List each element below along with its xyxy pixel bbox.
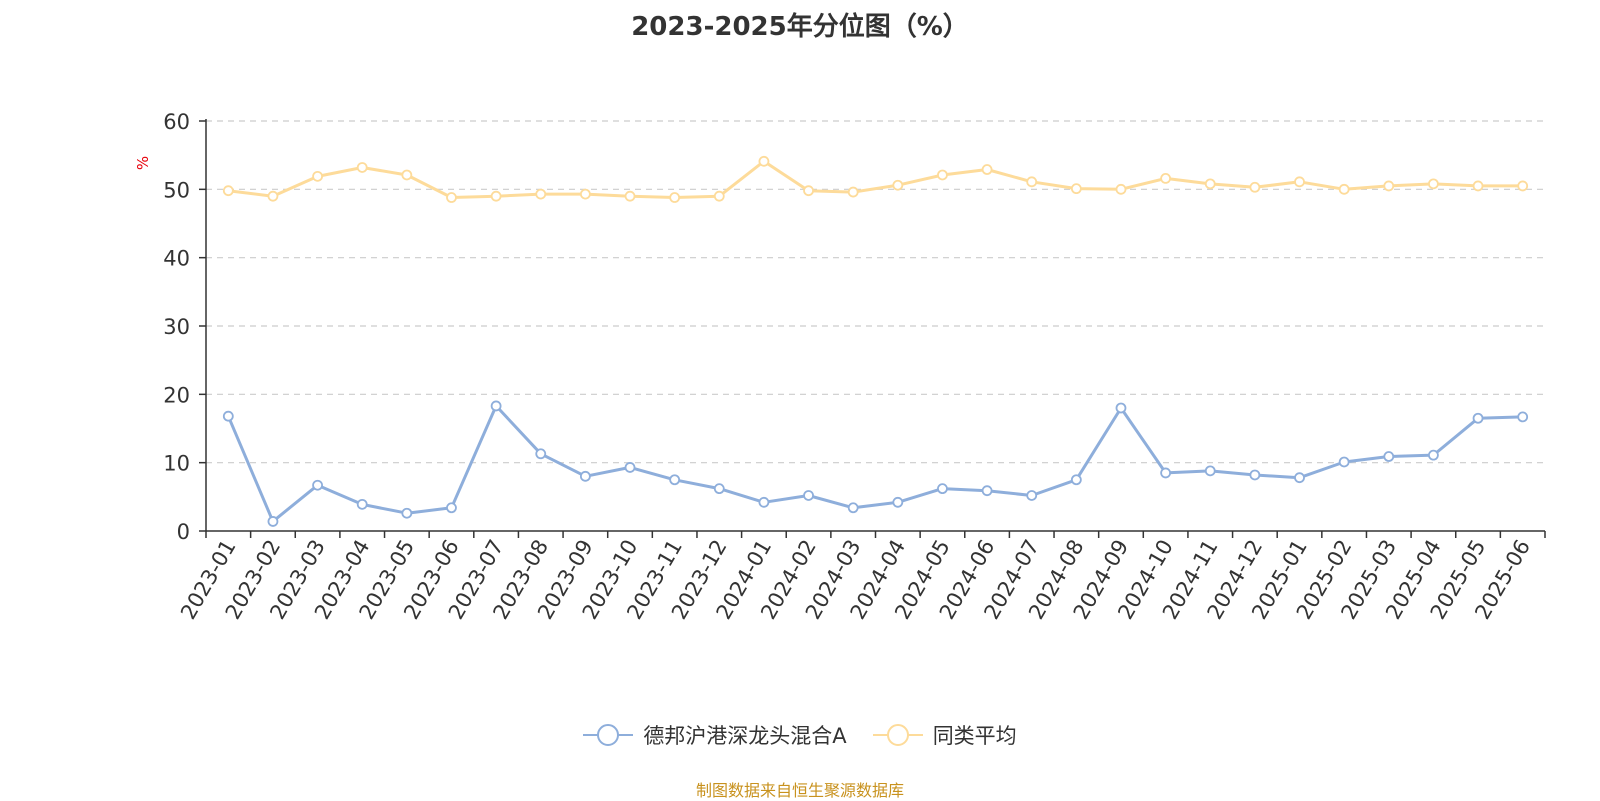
series-1-point-2025-06 bbox=[1517, 411, 1529, 423]
series-2-point-2024-11 bbox=[1204, 178, 1216, 190]
series-2-point-2024-08 bbox=[1070, 183, 1082, 195]
series-1-point-2024-08 bbox=[1070, 474, 1082, 486]
series-2-point-2023-05 bbox=[401, 169, 413, 181]
series-group bbox=[222, 155, 1529, 527]
series-1-point-2023-12 bbox=[713, 483, 725, 495]
series-1-point-2024-06 bbox=[981, 485, 993, 497]
series-2-point-2025-04 bbox=[1428, 178, 1439, 190]
series-2-point-2024-12 bbox=[1249, 181, 1261, 193]
legend-label-series-1: 德邦沪港深龙头混合A bbox=[643, 724, 847, 748]
y-tick-label-40: 40 bbox=[163, 247, 190, 271]
series-2-point-2023-04 bbox=[356, 162, 368, 173]
series-1-point-2023-04 bbox=[356, 498, 368, 510]
series-2-point-2024-02 bbox=[803, 185, 814, 197]
series-2-point-2023-11 bbox=[669, 192, 681, 203]
y-tick-label-0: 0 bbox=[177, 520, 190, 544]
series-2-point-2024-03 bbox=[847, 186, 859, 198]
series-1-point-2023-11 bbox=[669, 474, 681, 486]
series-1-point-2023-08 bbox=[535, 448, 547, 460]
series-1-point-2024-09 bbox=[1115, 402, 1127, 414]
legend-swatch-series-2 bbox=[872, 724, 923, 746]
chart-title: 2023-2025年分位图（%） bbox=[631, 12, 969, 42]
line-chart: 0102030405060%2023-012023-022023-032023-… bbox=[134, 110, 1546, 623]
series-1-point-2024-04 bbox=[892, 496, 904, 508]
legend: 德邦沪港深龙头混合A 同类平均 bbox=[0, 720, 1600, 750]
series-2-point-2023-10 bbox=[624, 190, 636, 202]
series-2-point-2023-12 bbox=[713, 190, 725, 202]
y-tick-label-30: 30 bbox=[163, 315, 190, 339]
series-2-point-2024-01 bbox=[758, 155, 770, 167]
series-2-point-2023-06 bbox=[446, 192, 457, 203]
series-2-point-2025-03 bbox=[1383, 180, 1395, 192]
series-2-point-2023-03 bbox=[312, 170, 323, 182]
series-1-point-2023-06 bbox=[446, 502, 457, 514]
series-1-point-2024-11 bbox=[1204, 465, 1216, 477]
series-2-point-2023-07 bbox=[490, 190, 502, 202]
series-2-point-2024-05 bbox=[937, 169, 948, 181]
series-1-point-2024-05 bbox=[937, 483, 948, 495]
legend-label-series-2: 同类平均 bbox=[932, 724, 1017, 748]
legend-item-series-2[interactable]: 同类平均 bbox=[872, 720, 1017, 750]
series-1-point-2023-09 bbox=[579, 470, 591, 482]
series-2-point-2023-02 bbox=[267, 190, 279, 202]
series-2-point-2024-07 bbox=[1026, 176, 1038, 188]
series-1-point-2023-07 bbox=[490, 400, 502, 412]
series-1-point-2025-04 bbox=[1428, 449, 1439, 461]
series-1-point-2023-10 bbox=[624, 462, 636, 473]
series-line-2 bbox=[228, 159, 1523, 199]
series-2-point-2023-08 bbox=[535, 188, 547, 200]
series-2-point-2025-02 bbox=[1338, 183, 1350, 195]
series-1-point-2025-02 bbox=[1338, 456, 1350, 468]
y-axis-label: % bbox=[134, 156, 152, 170]
series-1-point-2023-02 bbox=[267, 516, 279, 527]
series-line-1 bbox=[226, 404, 1523, 523]
data-source-note: 制图数据来自恒生聚源数据库 bbox=[695, 781, 904, 800]
legend-item-series-1[interactable]: 德邦沪港深龙头混合A bbox=[583, 720, 847, 750]
legend-swatch-series-1 bbox=[583, 724, 634, 746]
series-2-point-2023-01 bbox=[222, 185, 234, 197]
series-2-point-2024-10 bbox=[1160, 172, 1172, 184]
series-1-point-2024-02 bbox=[803, 490, 814, 501]
series-1-point-2025-01 bbox=[1294, 472, 1305, 484]
series-2-point-2024-04 bbox=[892, 179, 904, 191]
series-1-point-2024-03 bbox=[847, 502, 859, 514]
y-tick-label-10: 10 bbox=[163, 452, 190, 476]
series-1-point-2023-01 bbox=[222, 410, 234, 422]
series-2-point-2024-06 bbox=[981, 164, 993, 175]
y-tick-label-20: 20 bbox=[163, 383, 190, 407]
series-1-point-2023-03 bbox=[312, 479, 323, 491]
y-tick-label-60: 60 bbox=[163, 110, 190, 134]
series-2-point-2025-05 bbox=[1472, 180, 1484, 192]
series-2-point-2023-09 bbox=[579, 188, 591, 200]
series-2-point-2025-06 bbox=[1517, 180, 1529, 192]
series-1-point-2023-05 bbox=[401, 507, 413, 519]
series-2-point-2025-01 bbox=[1294, 176, 1305, 188]
series-1-point-2025-05 bbox=[1472, 412, 1484, 424]
grid-lines bbox=[206, 120, 1545, 464]
series-1-point-2024-07 bbox=[1026, 490, 1038, 501]
series-1-point-2024-01 bbox=[758, 496, 770, 508]
y-tick-label-50: 50 bbox=[163, 178, 190, 202]
series-1-point-2024-10 bbox=[1160, 467, 1172, 479]
series-1-point-2024-12 bbox=[1249, 469, 1261, 481]
series-2-point-2024-09 bbox=[1115, 183, 1127, 195]
series-1-point-2025-03 bbox=[1383, 451, 1395, 462]
